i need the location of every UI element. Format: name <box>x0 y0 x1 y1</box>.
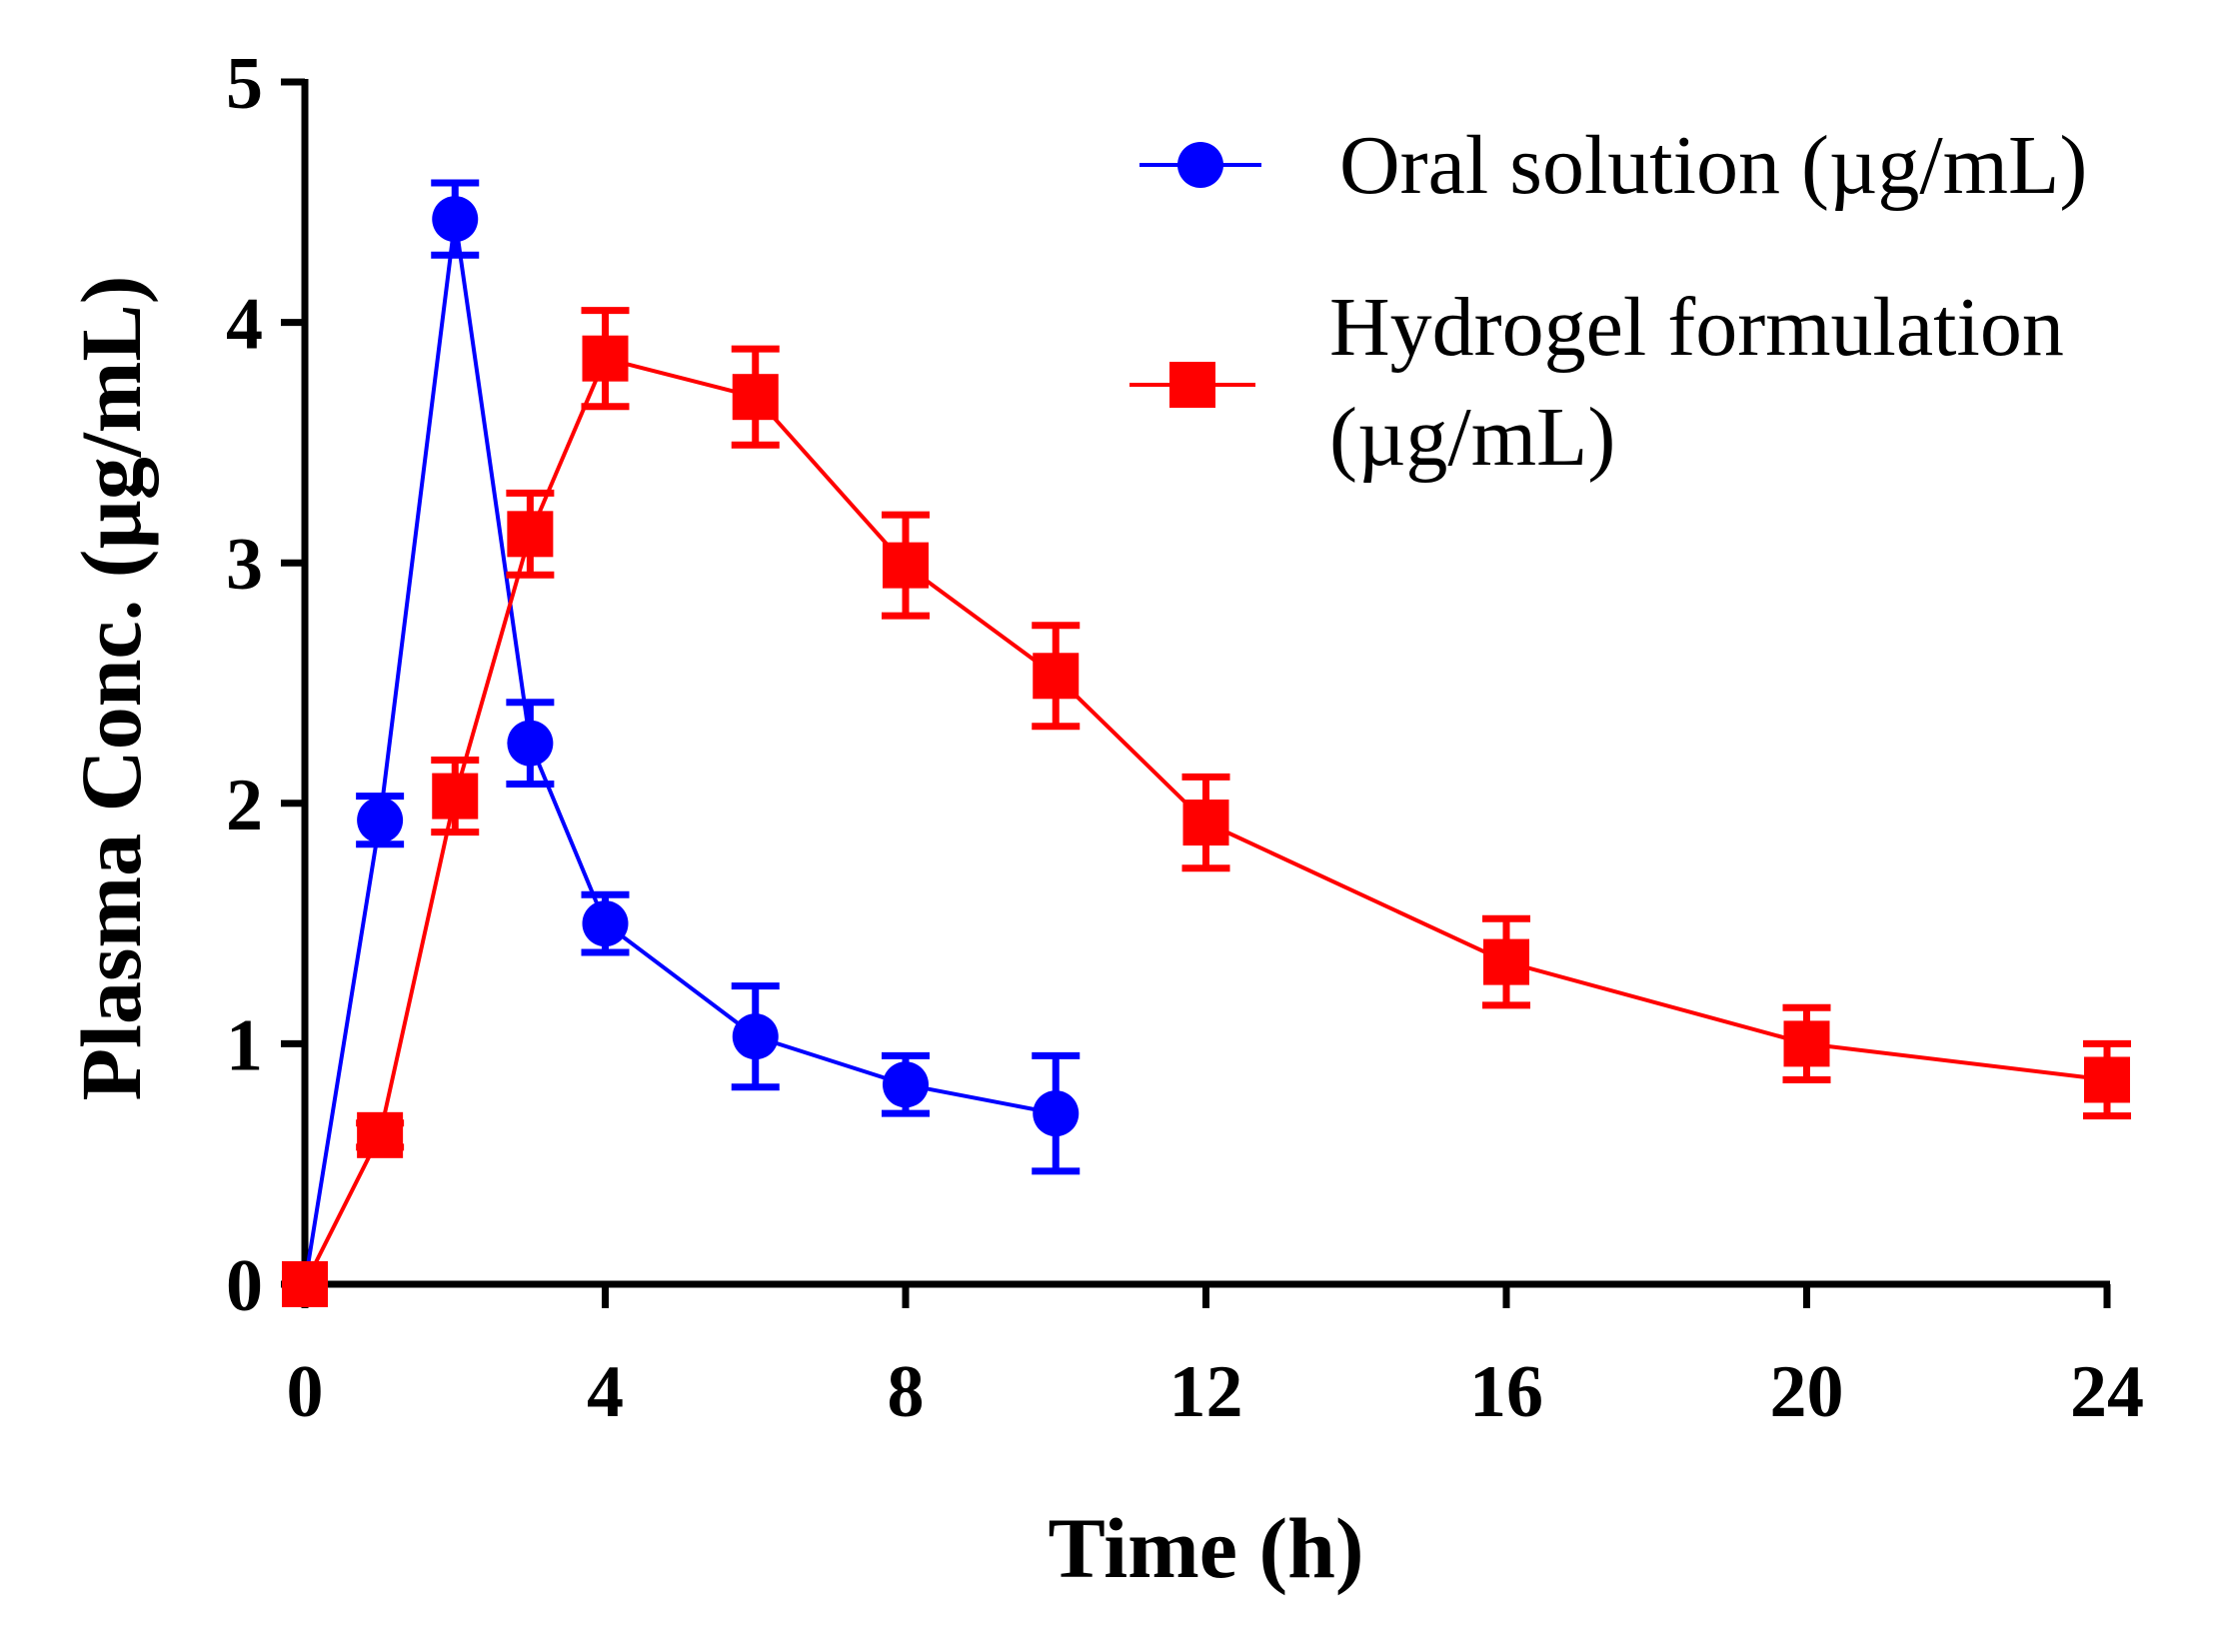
data-point <box>1033 1090 1080 1137</box>
data-point <box>2084 1056 2130 1103</box>
legend-swatch-marker <box>1177 142 1223 188</box>
data-point <box>1783 1020 1830 1067</box>
legend-swatch-marker <box>1169 362 1215 408</box>
data-point <box>507 720 554 767</box>
data-point <box>507 511 554 558</box>
legend-label: Hydrogel formulation <box>1329 281 2064 374</box>
x-axis-title: Time (h) <box>1048 1500 1363 1596</box>
series-line <box>303 356 2108 1285</box>
x-tick-label: 8 <box>888 1351 925 1433</box>
y-tick-label: 3 <box>226 524 263 606</box>
data-point <box>1182 800 1229 846</box>
x-tick-label: 0 <box>287 1351 324 1433</box>
series-hydrogel-formulation <box>282 307 2131 1307</box>
data-point <box>282 1261 328 1307</box>
y-tick-label: 0 <box>226 1245 263 1327</box>
data-point <box>883 542 929 589</box>
y-axis-title: Plasma Conc. (µg/mL) <box>63 276 159 1101</box>
data-point <box>732 1013 779 1060</box>
x-tick-label: 4 <box>587 1351 624 1433</box>
data-point <box>1033 653 1080 700</box>
data-point <box>1483 938 1529 985</box>
x-tick-label: 20 <box>1770 1351 1844 1433</box>
data-point <box>582 900 629 947</box>
legend-label: (µg/mL) <box>1329 391 1615 484</box>
data-point <box>357 797 404 843</box>
y-tick-label: 4 <box>226 284 263 366</box>
y-tick-label: 5 <box>226 43 263 125</box>
data-point <box>432 773 479 820</box>
legend: Oral solution (µg/mL) Hydrogel formulatio… <box>1129 119 2087 484</box>
data-point <box>582 335 629 382</box>
x-tick-label: 24 <box>2070 1351 2144 1433</box>
x-tick-label: 16 <box>1469 1351 1543 1433</box>
legend-entry-oral-solution: Oral solution (µg/mL) <box>1139 119 2087 212</box>
data-point <box>883 1061 929 1108</box>
data-point <box>732 374 779 421</box>
x-tick-label: 12 <box>1169 1351 1243 1433</box>
y-tick-label: 2 <box>226 765 263 846</box>
y-tick-label: 1 <box>226 1004 263 1086</box>
legend-entry-hydrogel-formulation: Hydrogel formulation (µg/mL) <box>1129 281 2064 484</box>
series-line <box>303 217 1057 1285</box>
legend-label: Oral solution (µg/mL) <box>1339 119 2087 212</box>
series-layer <box>282 179 2131 1307</box>
data-point <box>432 196 479 243</box>
data-point <box>357 1111 404 1158</box>
